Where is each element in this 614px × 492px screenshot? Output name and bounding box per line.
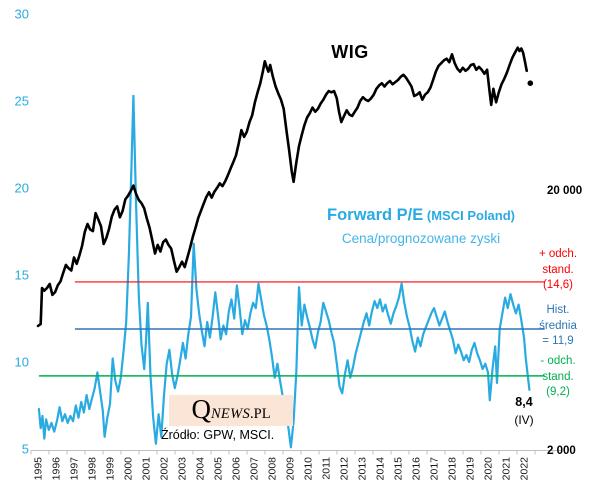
x-tick-label: 2015 (393, 457, 405, 481)
x-tick-label: 2006 (231, 457, 243, 481)
logo-news-text: NEWS (210, 406, 250, 422)
x-tick-label: 2022 (519, 457, 531, 481)
pe-title-main: Forward P/E (327, 206, 424, 224)
y-left-tick-label: 15 (15, 268, 29, 283)
x-tick-label: 2003 (177, 457, 189, 481)
x-tick-label: 1999 (105, 457, 117, 481)
x-tick-label: 2014 (375, 457, 387, 481)
x-tick-label: 1997 (69, 457, 81, 481)
x-tick-label: 2020 (483, 457, 495, 481)
x-tick-label: 2013 (357, 457, 369, 481)
x-tick-label: 2017 (429, 457, 441, 481)
x-tick-label: 2021 (501, 457, 513, 481)
y-right-tick-label: 2 000 (547, 445, 576, 457)
wig-end-dot (527, 80, 534, 86)
x-tick-label: 2009 (285, 457, 297, 481)
y-left-tick-label: 10 (15, 355, 29, 370)
y-left-tick-label: 20 (15, 181, 29, 196)
x-tick-label: 2000 (123, 457, 135, 481)
hist-mean-label: Hist. średnia = 11,9 (539, 304, 577, 347)
x-tick-label: 2016 (411, 457, 423, 481)
wig-line (36, 46, 529, 328)
pe-title-suffix: (MSCI Poland) (423, 208, 515, 223)
pe-subtitle: Cena/prognozowane zyski (341, 231, 501, 246)
x-tick-label: 2004 (195, 457, 207, 481)
pe-series-title: Forward P/E (MSCI Poland) (260, 206, 582, 225)
y-left-tick-label: 25 (15, 94, 29, 109)
x-tick-label: 2019 (465, 457, 477, 481)
x-tick-label: 2007 (249, 457, 261, 481)
x-tick-label: 2011 (321, 457, 333, 480)
pe-last-period: (IV) (514, 413, 534, 427)
logo-letter-q: Q (191, 394, 211, 424)
wig-series-title: WIG (331, 42, 369, 62)
minus-std-label: - odch. stand. (9,2) (540, 355, 576, 398)
x-tick-label: 2005 (213, 457, 225, 481)
y-right-tick-label: 20 000 (547, 185, 582, 197)
x-tick-label: 1998 (87, 457, 99, 481)
x-tick-label: 2001 (141, 457, 153, 481)
y-left-tick-label: 30 (15, 7, 29, 22)
x-tick-label: 2012 (339, 457, 351, 481)
y-left-tick-label: 5 (22, 442, 29, 457)
x-tick-label: 2010 (303, 457, 315, 481)
logo-pl-text: .PL (250, 406, 271, 422)
x-tick-label: 2018 (447, 457, 459, 481)
pe-last-value: 8,4 (515, 395, 533, 409)
x-tick-label: 2008 (267, 457, 279, 481)
source-note: Źródło: GPW, MSCI. (161, 428, 275, 442)
x-tick-label: 1995 (33, 457, 45, 481)
x-tick-label: 2002 (159, 457, 171, 481)
qnews-logo: Q NEWS .PL (169, 395, 293, 426)
plus-std-label: + odch. stand. (14,6) (538, 248, 578, 291)
x-tick-label: 1996 (51, 457, 63, 481)
